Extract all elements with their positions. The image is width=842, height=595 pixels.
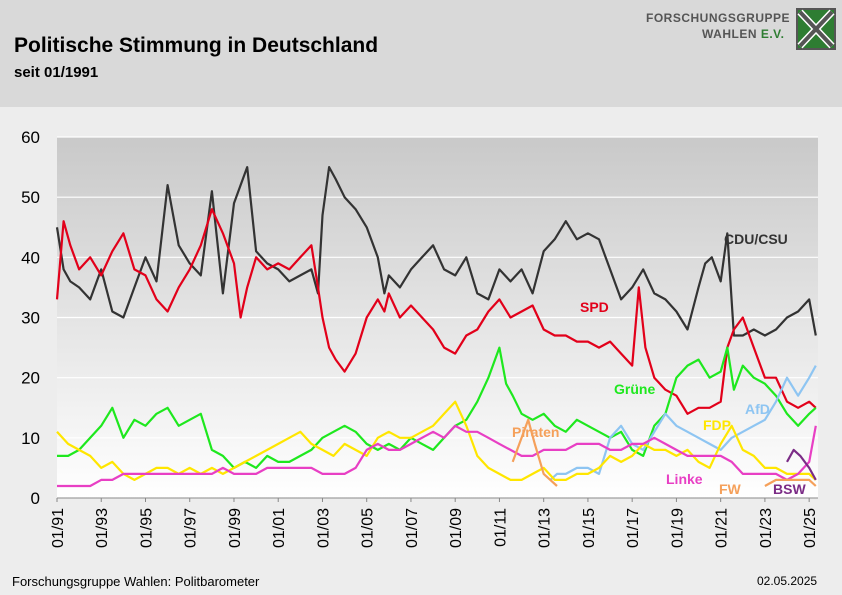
series-line-fw: [764, 478, 817, 487]
header: Politische Stimmung in Deutschland seit …: [0, 0, 842, 107]
x-tick-label: 01/21: [714, 508, 731, 548]
series-line-afd: [549, 365, 817, 481]
series-label-afd: AfD: [745, 401, 770, 417]
series-line-bsw: [786, 448, 817, 481]
x-tick-label: 01/09: [448, 508, 465, 548]
source-note: Forschungsgruppe Wahlen: Politbarometer: [12, 574, 260, 589]
x-tick-label: 01/01: [271, 508, 288, 548]
y-tick-label: 20: [21, 369, 40, 388]
logo-text-line1: FORSCHUNGSGRUPPE: [646, 11, 791, 25]
series-line-cducsu: [55, 166, 817, 337]
y-tick-label: 0: [31, 489, 40, 508]
x-tick-label: 01/91: [50, 508, 67, 548]
logo-text-wahlen: WAHLEN: [702, 27, 761, 41]
series-line-piraten: [511, 418, 558, 487]
x-tick-label: 01/25: [802, 508, 819, 548]
series-label-fw: FW: [719, 481, 742, 497]
series-label-bsw: BSW: [773, 481, 806, 497]
x-tick-label: 01/97: [183, 508, 200, 548]
series-label-linke: Linke: [666, 471, 703, 487]
x-tick-label: 01/99: [227, 508, 244, 548]
x-tick-label: 01/07: [404, 508, 421, 548]
x-tick-label: 01/11: [492, 508, 509, 547]
page-subtitle: seit 01/1991: [14, 64, 99, 81]
x-tick-label: 01/03: [315, 508, 332, 548]
y-tick-label: 30: [21, 309, 40, 328]
date-note: 02.05.2025: [757, 574, 818, 588]
y-tick-label: 10: [21, 429, 40, 448]
x-tick-label: 01/23: [758, 508, 775, 548]
series-line-linke: [57, 424, 817, 488]
series-label-fdp: FDP: [703, 417, 731, 433]
series-label-piraten: Piraten: [512, 424, 559, 440]
chart: 0 10 20 30 40 50 60 01/91 01/93 01/95 01/97 01/99 01…: [21, 128, 819, 548]
y-tick-label: 40: [21, 248, 40, 267]
x-tick-label: 01/93: [94, 508, 111, 548]
x-tick-label: 01/13: [537, 508, 554, 548]
y-tick-label: 60: [21, 128, 40, 147]
x-tick-label: 01/15: [581, 508, 598, 548]
logo-text-line2: WAHLEN E.V.: [702, 27, 784, 41]
series-label-spd: SPD: [580, 299, 609, 315]
series-label-cducsu: CDU/CSU: [724, 231, 788, 247]
x-tick-label: 01/19: [669, 508, 686, 548]
series-line-spd: [55, 208, 817, 415]
y-tick-label: 50: [21, 188, 40, 207]
series-label-grne: Grüne: [614, 381, 655, 397]
x-tick-label: 01/17: [625, 508, 642, 548]
page-title: Politische Stimmung in Deutschland: [14, 34, 379, 57]
x-tick-label: 01/05: [360, 508, 377, 548]
x-tick-label: 01/95: [138, 508, 155, 548]
logo-text-ev: E.V.: [760, 27, 785, 41]
logo-icon: [796, 8, 836, 50]
